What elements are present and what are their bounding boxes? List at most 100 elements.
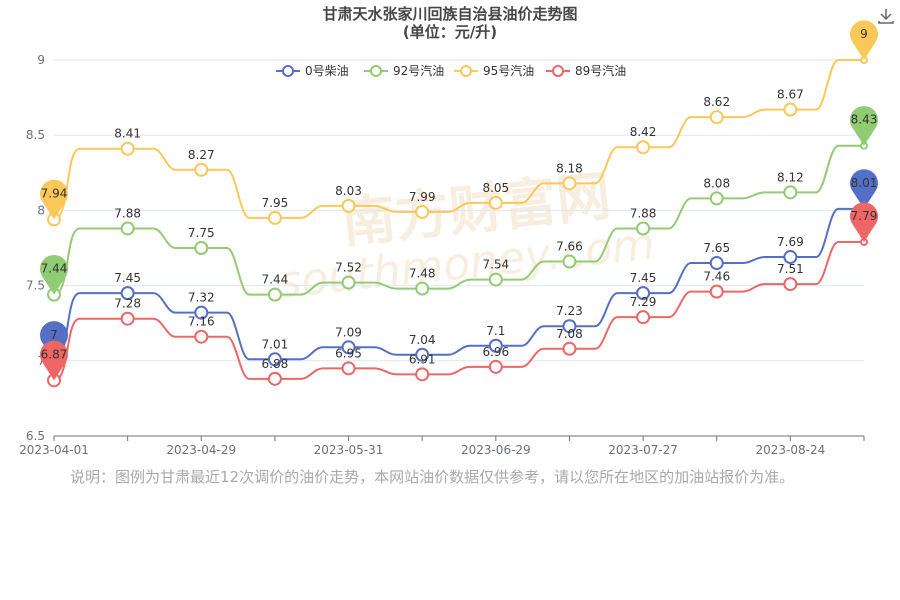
- data-label: 7.95: [262, 196, 289, 210]
- data-point[interactable]: [415, 281, 430, 296]
- data-label: 7.65: [703, 241, 730, 255]
- data-point[interactable]: [341, 198, 356, 213]
- data-label: 8.03: [335, 184, 362, 198]
- data-point[interactable]: [267, 352, 282, 367]
- data-label: 8.27: [188, 148, 215, 162]
- data-point[interactable]: [562, 176, 577, 191]
- value-pin: [40, 340, 68, 381]
- data-point[interactable]: [415, 367, 430, 382]
- data-point[interactable]: [341, 361, 356, 376]
- legend-label: 95号汽油: [483, 63, 534, 78]
- data-label: 7.69: [777, 235, 804, 249]
- data-label: 7.46: [703, 270, 730, 284]
- data-label: 6.88: [262, 357, 289, 371]
- data-label: 7.52: [335, 261, 362, 275]
- data-point[interactable]: [267, 287, 282, 302]
- grid: [54, 59, 864, 362]
- y-tick-label: 6.5: [26, 429, 45, 443]
- legend-label: 89号汽油: [575, 63, 626, 78]
- series-line-3: [53, 240, 864, 382]
- data-point[interactable]: [488, 272, 503, 287]
- data-point[interactable]: [120, 311, 135, 326]
- data-point[interactable]: [415, 347, 430, 362]
- series-lines: [53, 59, 864, 382]
- data-point[interactable]: [783, 277, 798, 292]
- legend-marker: [370, 65, 382, 77]
- data-label: 8.05: [482, 181, 509, 195]
- data-point[interactable]: [709, 256, 724, 271]
- data-point[interactable]: [562, 254, 577, 269]
- data-label: 7.16: [188, 315, 215, 329]
- data-point[interactable]: [783, 185, 798, 200]
- data-label: 7.04: [409, 333, 436, 347]
- data-point[interactable]: [488, 359, 503, 374]
- series-line-1: [53, 144, 864, 296]
- data-point[interactable]: [709, 110, 724, 125]
- value-pin: [850, 20, 878, 60]
- data-point[interactable]: [267, 210, 282, 225]
- data-point[interactable]: [636, 310, 651, 325]
- pin-label: 8.43: [851, 113, 878, 127]
- value-pin: [40, 254, 68, 295]
- data-point[interactable]: [194, 162, 209, 177]
- data-point[interactable]: [120, 141, 135, 156]
- download-button[interactable]: [876, 6, 896, 26]
- data-point[interactable]: [194, 329, 209, 344]
- value-pin: [40, 179, 68, 220]
- series-line-0: [53, 207, 864, 362]
- legend-item-3[interactable]: 89号汽油: [546, 63, 626, 78]
- data-point[interactable]: [636, 140, 651, 155]
- pin-label: 7.44: [41, 262, 68, 276]
- legend-item-1[interactable]: 92号汽油: [364, 63, 444, 78]
- pin-label: 6.87: [41, 347, 68, 361]
- data-label: 7.1: [486, 324, 505, 338]
- value-pin: [850, 106, 878, 146]
- legend-label: 92号汽油: [393, 63, 444, 78]
- data-label: 7.75: [188, 226, 215, 240]
- legend-item-2[interactable]: 95号汽油: [454, 63, 534, 78]
- data-point[interactable]: [194, 241, 209, 255]
- y-tick-label: 9: [37, 53, 45, 67]
- data-label: 8.62: [703, 95, 730, 109]
- data-label: 8.12: [777, 170, 804, 184]
- data-point[interactable]: [636, 286, 651, 301]
- data-point[interactable]: [341, 340, 356, 355]
- data-point[interactable]: [415, 204, 430, 219]
- y-tick-label: 7.5: [26, 279, 45, 293]
- pins: 7 8.01 7.44 8.43 7.94 9 6.87 7.79: [40, 20, 878, 381]
- data-point[interactable]: [783, 102, 798, 117]
- data-point[interactable]: [267, 371, 282, 386]
- pin-label: 9: [860, 27, 868, 41]
- legend-item-0[interactable]: 0号柴油: [276, 64, 349, 78]
- data-label: 7.28: [114, 297, 141, 311]
- data-point[interactable]: [488, 338, 503, 353]
- data-point[interactable]: [783, 250, 798, 265]
- pin-label: 7.79: [851, 209, 878, 223]
- data-point[interactable]: [120, 286, 135, 301]
- data-point[interactable]: [341, 275, 356, 290]
- axes: 6.5 7 7.5 8 8.5 9 2023-04-01 2023-04-29 2023-05-…: [19, 53, 865, 457]
- data-label: 7.48: [409, 267, 436, 281]
- data-label: 7.45: [630, 271, 657, 285]
- data-point[interactable]: [562, 319, 577, 334]
- legend[interactable]: 0号柴油 92号汽油 95号汽油 89号汽油: [276, 63, 626, 78]
- data-label: 7.23: [556, 304, 583, 318]
- series-labels: 7.45 7.32 7.01 7.09 7.04 7.1 7.23 7.45 7.65 7.69 7…: [114, 88, 803, 371]
- x-tick-label: 2023-07-27: [608, 443, 678, 457]
- data-point[interactable]: [709, 284, 724, 299]
- data-point[interactable]: [709, 191, 724, 206]
- data-point[interactable]: [120, 221, 135, 236]
- x-tick-label: 2023-04-29: [166, 443, 236, 457]
- legend-marker: [552, 65, 564, 77]
- y-tick-label: 7: [37, 354, 45, 368]
- pin-label: 7: [50, 328, 58, 342]
- data-point[interactable]: [636, 221, 651, 236]
- data-label: 7.54: [482, 258, 509, 272]
- data-label: 7.32: [188, 291, 215, 305]
- data-point[interactable]: [562, 341, 577, 356]
- y-tick-label: 8.5: [26, 128, 45, 142]
- x-tick-label: 2023-05-31: [314, 443, 384, 457]
- data-point[interactable]: [194, 305, 209, 320]
- data-point[interactable]: [488, 195, 503, 210]
- download-icon: [878, 9, 894, 24]
